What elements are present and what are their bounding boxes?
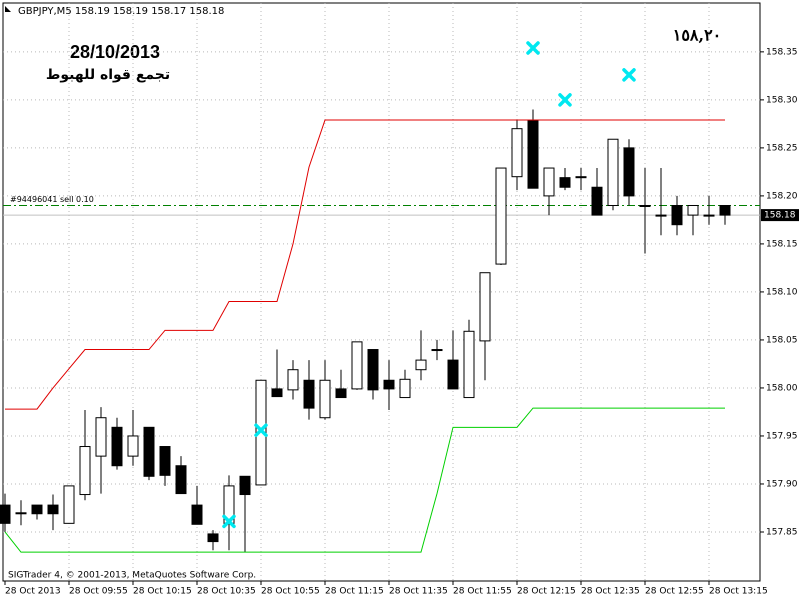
candle-body (0, 504, 11, 524)
y-tick-label: 158.35 (766, 47, 798, 57)
x-tick-label: 28 Oct 10:55 (261, 587, 320, 597)
candle-body (191, 504, 203, 525)
candle-body (127, 435, 139, 457)
bid-label: 158.18 (764, 211, 796, 221)
candle-body (399, 378, 411, 399)
y-tick-label: 158.30 (766, 95, 798, 105)
candle-body (111, 426, 123, 467)
candle-body (63, 485, 75, 524)
y-tick-label: 158.00 (766, 383, 798, 393)
upper-band (5, 119, 725, 410)
candle-body (527, 119, 539, 189)
x-tick-label: 28 Oct 11:55 (453, 587, 512, 597)
candle-body (559, 177, 571, 188)
candle-body (495, 167, 507, 265)
y-tick-label: 158.25 (766, 143, 798, 153)
x-tick-label: 28 Oct 11:35 (389, 587, 448, 597)
candle-body (415, 359, 427, 371)
candle-body (335, 388, 347, 399)
x-tick-label: 28 Oct 2013 (5, 587, 61, 597)
candle-body (351, 341, 363, 390)
footer: SIGTrader 4, © 2001-2013, MetaQuotes Sof… (8, 571, 256, 581)
x-tick-label: 28 Oct 12:15 (517, 587, 576, 597)
annotation-comment: تجمع قواه للهبوط (46, 67, 170, 83)
candle-body (31, 504, 43, 515)
x-tick-label: 28 Oct 12:55 (645, 587, 704, 597)
candle-body (623, 147, 635, 197)
candle-body (543, 167, 555, 197)
candle-body (319, 379, 331, 419)
candle-body (703, 214, 715, 217)
candle-body (367, 349, 379, 391)
candle-body (143, 426, 155, 477)
candle-body (383, 379, 395, 390)
candle-body (655, 214, 667, 217)
plot-frame (2, 2, 761, 582)
candle-body (15, 512, 27, 515)
chart-header: GBPJPY,M5 158.19 158.19 158.17 158.18 (18, 6, 224, 17)
y-tick-label: 158.10 (766, 287, 798, 297)
y-tick-label: 158.05 (766, 335, 798, 345)
candle-body (463, 330, 475, 399)
signal-marker (526, 41, 540, 55)
candle-body (511, 128, 523, 178)
lower-band (4, 407, 725, 553)
y-tick-label: 157.95 (766, 431, 798, 441)
candle-body (719, 204, 731, 216)
x-tick-label: 28 Oct 13:15 (709, 587, 768, 597)
signal-marker (222, 514, 236, 529)
candle-body (639, 204, 651, 207)
candle-body (207, 533, 219, 543)
candle-body (287, 369, 299, 391)
x-tick-label: 28 Oct 12:35 (581, 587, 640, 597)
candle-body (591, 186, 603, 216)
order-label: #94496041 sell 0.10 (10, 195, 94, 204)
candle-body (575, 176, 587, 179)
signal-marker (558, 93, 572, 107)
y-tick-label: 157.85 (766, 527, 798, 537)
candle-body (303, 379, 315, 409)
x-tick-label: 28 Oct 10:15 (133, 587, 192, 597)
signal-marker (254, 423, 268, 437)
y-tick-label: 158.15 (766, 239, 798, 249)
header-icon (5, 6, 11, 12)
candle-body (687, 204, 699, 216)
candle-body (47, 504, 59, 515)
x-tick-label: 28 Oct 09:55 (69, 587, 128, 597)
bid-label-box (761, 209, 799, 222)
candle-body (479, 272, 491, 342)
y-tick-label: 158.20 (766, 191, 798, 201)
candle-body (671, 204, 683, 226)
candle-body (175, 465, 187, 495)
candle-body (159, 446, 171, 476)
candle-body (95, 417, 107, 457)
signal-marker (622, 68, 636, 82)
y-tick-label: 157.90 (766, 479, 798, 489)
candle-body (79, 446, 91, 496)
candle-body (431, 349, 443, 352)
candle-body (447, 359, 459, 390)
x-tick-label: 28 Oct 10:35 (197, 587, 256, 597)
candle-body (271, 388, 283, 398)
candle-body (239, 475, 251, 496)
candle-body (607, 138, 619, 206)
annotation-price: ١٥٨,٢٠ (673, 26, 722, 45)
x-tick-label: 28 Oct 11:15 (325, 587, 384, 597)
